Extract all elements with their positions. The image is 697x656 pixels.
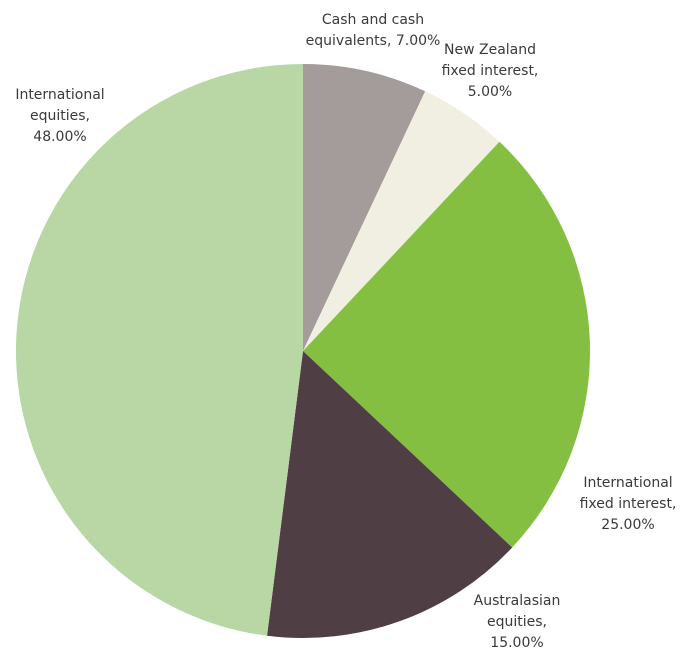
slice-label: International equities, 48.00% [15, 87, 104, 145]
slice-label: Cash and cash equivalents, 7.00% [306, 12, 441, 49]
slice-label: International fixed interest, 25.00% [580, 475, 677, 533]
pie-slice [303, 141, 591, 548]
slice-label-line: equities, [487, 614, 547, 630]
slice-label-line: New Zealand [444, 42, 536, 58]
slice-label-line: International [15, 87, 104, 103]
slice-label-line: equivalents, 7.00% [306, 33, 441, 49]
pie-slices [15, 63, 591, 639]
pie-labels: Cash and cash equivalents, 7.00%New Zeala… [15, 12, 676, 651]
slice-label-line: 5.00% [468, 84, 512, 100]
slice-label-line: 15.00% [490, 635, 543, 651]
slice-label-line: Australasian [474, 593, 561, 609]
slice-label-line: 25.00% [601, 517, 654, 533]
slice-label: Australasian equities, 15.00% [474, 593, 561, 651]
slice-label-line: equities, [30, 108, 90, 124]
pie-slice [303, 63, 426, 351]
slice-label-line: fixed interest, [580, 496, 677, 512]
pie-slice [267, 351, 513, 639]
pie-slice [303, 91, 500, 351]
slice-label-line: fixed interest, [442, 63, 539, 79]
slice-label-line: Cash and cash [322, 12, 424, 28]
slice-label: New Zealand fixed interest, 5.00% [442, 42, 539, 100]
slice-label-line: 48.00% [33, 129, 86, 145]
pie-slice [15, 63, 303, 636]
slice-label-line: International [583, 475, 672, 491]
